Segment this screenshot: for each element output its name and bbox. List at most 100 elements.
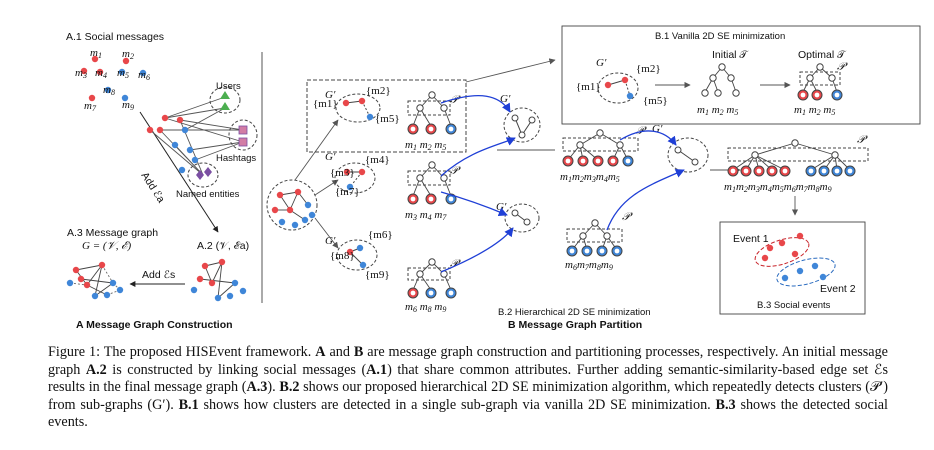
svg-text:{m2}: {m2} xyxy=(366,85,391,97)
hashtag-node xyxy=(238,125,248,135)
b1-title: B.1 Vanilla 2D SE minimization xyxy=(655,31,785,42)
svg-text:G′: G′ xyxy=(596,57,607,69)
svg-text:{m5}: {m5} xyxy=(643,95,668,107)
subgraph-2: G′ {m4} {m3} {m7} xyxy=(325,151,390,198)
hashtag-node xyxy=(238,137,248,147)
svg-text:G′: G′ xyxy=(500,93,511,105)
a1-title: A.1 Social messages xyxy=(66,31,164,43)
svg-text:𝒫′: 𝒫′ xyxy=(857,134,868,146)
subgraph-1: G′ {m2} {m1} {m5} xyxy=(313,85,400,125)
svg-text:m3: m3 xyxy=(75,67,87,80)
panel-a-title: A Message Graph Construction xyxy=(76,319,233,331)
entity-node xyxy=(196,170,204,180)
optimal-tree-label: Optimal 𝒯 xyxy=(798,49,847,61)
svg-text:G′: G′ xyxy=(652,123,663,135)
a2-graph xyxy=(190,258,247,302)
a1-message-dots xyxy=(80,55,147,102)
merge-graph-3 xyxy=(667,137,709,173)
to-b1-arrow xyxy=(465,58,556,83)
framework-figure: A.1 Social messages m1 m2 m3 m4 m5 m6 m8… xyxy=(66,25,921,331)
event2-label: Event 2 xyxy=(820,283,856,295)
merge-arrows xyxy=(440,95,516,273)
final-tree: 𝒫′ m1m2m3m4m5m6m7m8m9 xyxy=(724,134,869,194)
optimal-tree: 𝒫′ m1 m2 m5 xyxy=(794,61,848,118)
subgraph-3: G′ {m6} {m8} {m9} xyxy=(325,229,393,281)
initial-tree: m1 m2 m5 xyxy=(697,63,740,118)
svg-text:m2: m2 xyxy=(122,48,134,61)
svg-text:{m2}: {m2} xyxy=(636,63,661,75)
svg-text:m9: m9 xyxy=(122,99,134,112)
subgraph-box xyxy=(306,79,467,153)
panel-b-title: B Message Graph Partition xyxy=(508,319,642,331)
merge-graph-1: G′ xyxy=(500,93,541,143)
panel-b: G′ {m2} {m1} {m5} 𝒫′ m1 m2 m5 xyxy=(266,25,921,331)
svg-text:m6m7m8m9: m6m7m8m9 xyxy=(565,259,613,272)
input-graph xyxy=(266,179,318,231)
svg-text:m6: m6 xyxy=(138,69,150,82)
svg-text:m6 m8 m9: m6 m8 m9 xyxy=(405,301,446,315)
add-es-label: Add ℰs xyxy=(142,269,175,281)
named-entities-label: Named entities xyxy=(176,189,240,200)
hashtags-group xyxy=(228,119,258,151)
attribute-nodes xyxy=(146,114,199,174)
svg-text:{m5}: {m5} xyxy=(375,113,400,125)
a2-label: A.2 (𝒱, ℰa) xyxy=(197,240,249,252)
event1-ellipse xyxy=(754,237,810,267)
merge-arrows-2 xyxy=(606,130,685,231)
user-node xyxy=(220,102,230,110)
b2-title: B.2 Hierarchical 2D SE minimization xyxy=(498,307,651,318)
svg-text:𝒫′: 𝒫′ xyxy=(450,258,461,270)
svg-text:m1 m2 m5: m1 m2 m5 xyxy=(405,139,446,153)
a3-formula: G = (𝒱, ℰ) xyxy=(82,240,131,252)
svg-text:{m1}: {m1} xyxy=(313,98,338,110)
b3-box xyxy=(719,221,866,315)
svg-text:𝒫′: 𝒫′ xyxy=(622,211,633,223)
svg-text:G′: G′ xyxy=(325,235,336,247)
svg-text:{m4}: {m4} xyxy=(365,154,390,166)
svg-text:m1m2m3m4m5: m1m2m3m4m5 xyxy=(560,171,620,184)
svg-text:G′: G′ xyxy=(496,201,507,213)
svg-text:𝒫′: 𝒫′ xyxy=(450,165,461,177)
users-group xyxy=(209,86,241,114)
svg-text:G′: G′ xyxy=(325,89,336,101)
figure-caption: Figure 1: The proposed HISEvent framewor… xyxy=(48,344,889,431)
svg-text:m8: m8 xyxy=(103,84,115,97)
svg-text:m4: m4 xyxy=(95,67,107,80)
svg-text:{m3}: {m3} xyxy=(330,167,355,179)
user-node xyxy=(220,91,230,99)
b3-title: B.3 Social events xyxy=(757,300,831,311)
svg-text:{m9}: {m9} xyxy=(365,269,390,281)
a3-title: A.3 Message graph xyxy=(67,227,158,239)
svg-text:𝒫′: 𝒫′ xyxy=(450,94,461,106)
svg-text:{m8}: {m8} xyxy=(330,250,355,262)
svg-text:m1 m2 m5: m1 m2 m5 xyxy=(697,104,738,118)
a1-message-labels: m1 m2 m3 m4 m5 m6 m8 m7 m9 xyxy=(75,47,150,113)
fanout-arrows xyxy=(294,119,339,249)
named-entities-group xyxy=(187,162,219,188)
svg-text:m5: m5 xyxy=(117,67,129,80)
merge-graph-2: G′ xyxy=(496,201,540,233)
svg-text:𝒫′: 𝒫′ xyxy=(837,61,848,73)
users-label: Users xyxy=(216,81,241,92)
panel-a: A.1 Social messages m1 m2 m3 m4 m5 m6 m8… xyxy=(66,31,258,331)
tree-mid-top: 𝒫′ G′ m1m2m3m4m5 xyxy=(560,123,663,184)
svg-text:{m6}: {m6} xyxy=(368,229,393,241)
tree-2: 𝒫′ m3 m4 m7 xyxy=(405,161,461,223)
b1-subgraph: G′ {m2} {m1} {m5} xyxy=(576,57,668,107)
event1-label: Event 1 xyxy=(733,233,769,245)
svg-text:{m1}: {m1} xyxy=(576,81,601,93)
svg-text:G′: G′ xyxy=(325,151,336,163)
tree-1: 𝒫′ m1 m2 m5 xyxy=(405,91,461,153)
attribute-graph xyxy=(149,96,244,176)
svg-text:{m7}: {m7} xyxy=(335,186,360,198)
svg-text:m1: m1 xyxy=(90,47,102,60)
svg-text:m1 m2 m5: m1 m2 m5 xyxy=(794,104,835,118)
initial-tree-label: Initial 𝒯 xyxy=(712,49,749,61)
b1-box xyxy=(561,25,921,125)
hashtags-label: Hashtags xyxy=(216,153,256,164)
svg-text:m3 m4 m7: m3 m4 m7 xyxy=(405,209,447,223)
a3-graph xyxy=(66,261,124,300)
event2-ellipse xyxy=(776,257,836,287)
svg-text:m1m2m3m4m5m6m7m8m9: m1m2m3m4m5m6m7m8m9 xyxy=(724,181,832,194)
add-ea-label: Add ℰa xyxy=(138,170,167,205)
